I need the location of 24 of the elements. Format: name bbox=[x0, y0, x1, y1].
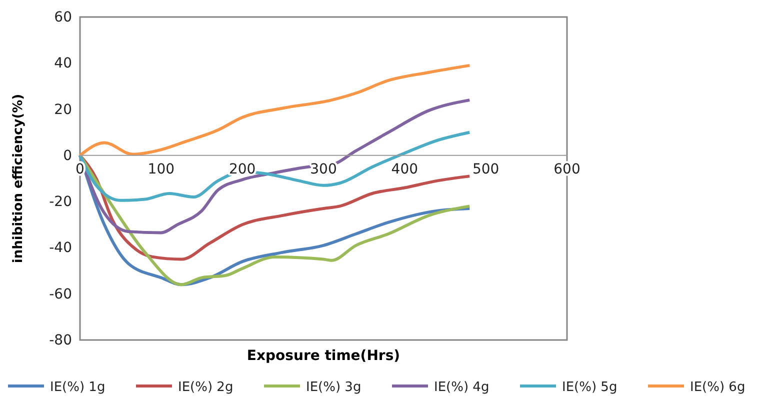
legend-label: IE(%) 2g bbox=[178, 380, 234, 395]
x-tick-label: 500 bbox=[472, 161, 500, 178]
legend-label: IE(%) 1g bbox=[50, 380, 106, 395]
y-tick-label: -20 bbox=[49, 194, 72, 210]
line-series bbox=[78, 130, 472, 202]
y-tick-label: -80 bbox=[49, 332, 72, 348]
legend-label: IE(%) 5g bbox=[562, 380, 618, 395]
y-axis-title: inhibition efficiency(%) bbox=[11, 94, 26, 264]
y-tick-label: 20 bbox=[54, 102, 72, 118]
y-tick-label: -60 bbox=[49, 286, 72, 302]
line-series bbox=[78, 98, 472, 234]
y-tick-label: -40 bbox=[49, 240, 72, 256]
x-tick-label: 400 bbox=[391, 161, 418, 178]
x-tick-label: 0 bbox=[76, 161, 84, 178]
x-tick-label: 100 bbox=[148, 161, 175, 178]
x-tick-label: 600 bbox=[554, 161, 580, 178]
y-tick-label: 60 bbox=[54, 9, 72, 26]
legend-label: IE(%) 3g bbox=[306, 380, 362, 395]
legend-label: IE(%) 4g bbox=[434, 380, 490, 395]
legend-label: IE(%) 6g bbox=[690, 380, 746, 395]
y-tick-label: 0 bbox=[63, 148, 72, 164]
y-tick-label: 40 bbox=[54, 56, 72, 72]
x-axis-title: Exposure time(Hrs) bbox=[246, 348, 400, 364]
line-series bbox=[78, 64, 472, 157]
